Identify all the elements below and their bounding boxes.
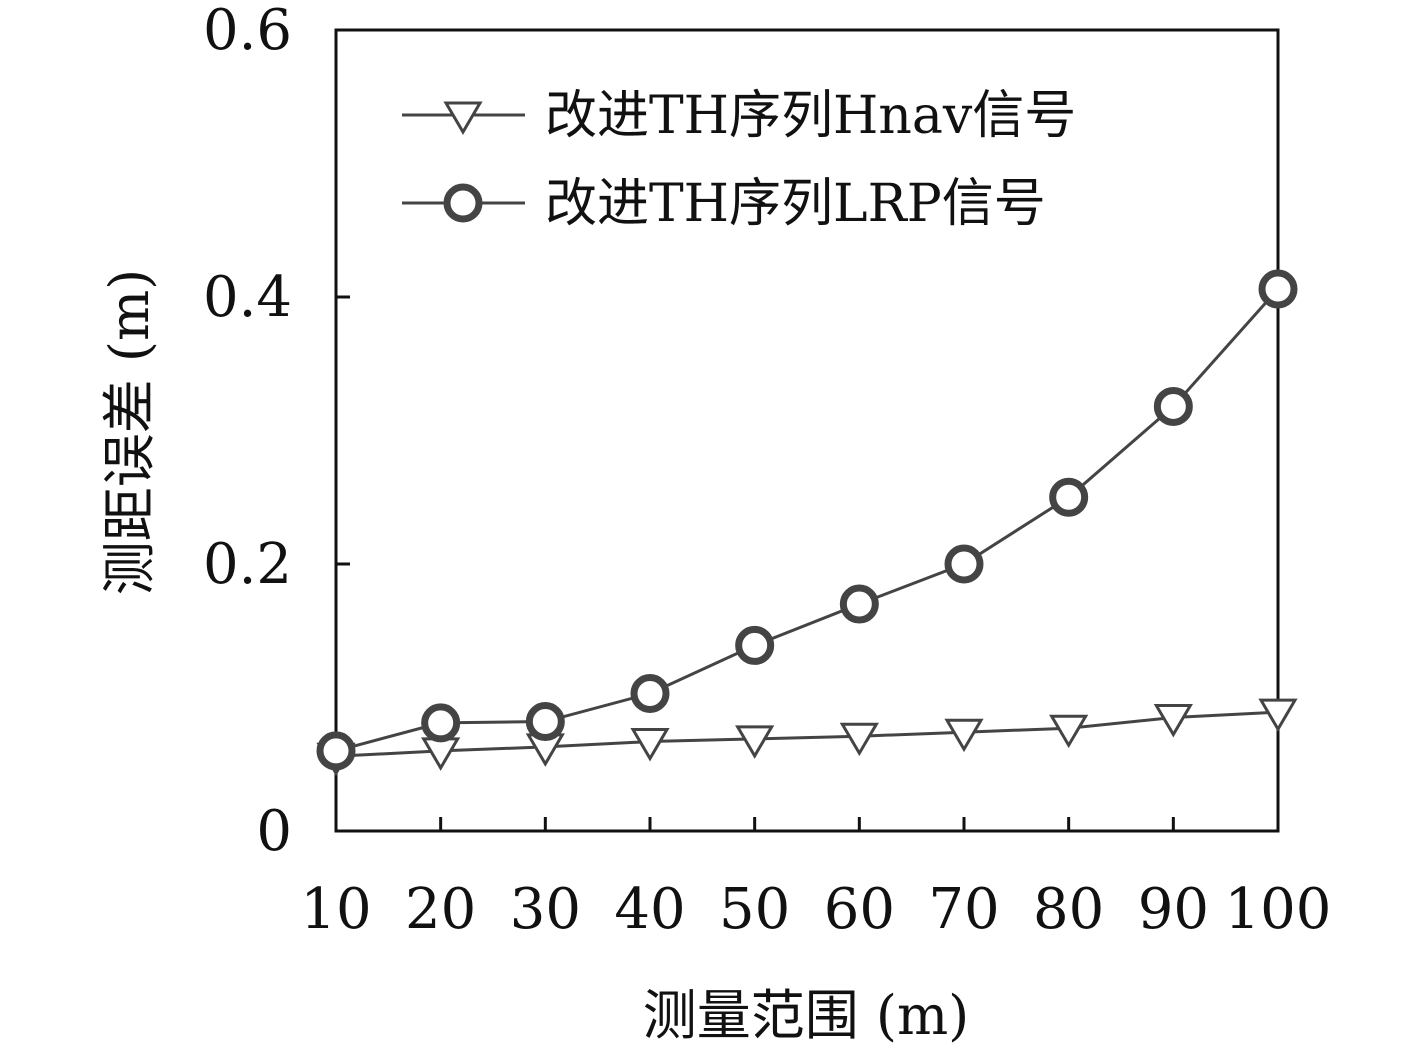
circle-marker bbox=[735, 625, 775, 665]
plot-area-border bbox=[334, 28, 1280, 833]
x-axis-title: 测量范围 (m) bbox=[643, 984, 970, 1047]
triangle-marker bbox=[839, 722, 879, 757]
y-tick-label: 0.2 bbox=[203, 532, 292, 597]
circle-marker bbox=[1258, 269, 1298, 309]
circle-marker bbox=[839, 584, 879, 624]
x-tick-label: 30 bbox=[510, 877, 581, 942]
legend-label: 改进TH序列LRP信号 bbox=[545, 174, 1046, 234]
circle-marker bbox=[944, 544, 984, 584]
y-tick-label: 0.4 bbox=[203, 265, 292, 330]
series-1 bbox=[316, 698, 1298, 777]
x-tick-label: 70 bbox=[928, 877, 999, 942]
x-tick-label: 100 bbox=[1225, 877, 1332, 942]
x-tick-label: 20 bbox=[405, 877, 476, 942]
x-tick-label: 80 bbox=[1033, 877, 1104, 942]
triangle-marker bbox=[1153, 704, 1193, 738]
y-axis: 0 0.2 0.4 0.6 bbox=[203, 0, 350, 864]
triangle-marker bbox=[1049, 714, 1089, 749]
x-tick-label: 10 bbox=[300, 877, 371, 942]
circle-marker bbox=[316, 731, 356, 771]
series-line bbox=[335, 710, 1279, 758]
circle-marker bbox=[421, 703, 461, 743]
legend-triangle-marker bbox=[443, 101, 483, 135]
triangle-marker bbox=[421, 737, 461, 771]
circle-marker bbox=[630, 673, 670, 713]
y-axis-title: 测距误差 (m) bbox=[98, 269, 161, 596]
legend-circle-marker bbox=[443, 183, 483, 223]
x-tick-label: 50 bbox=[719, 877, 790, 942]
triangle-marker bbox=[944, 718, 984, 753]
legend-entry: 改进TH序列LRP信号 bbox=[402, 174, 1046, 234]
series-2 bbox=[316, 269, 1298, 771]
triangle-marker bbox=[735, 725, 775, 759]
circle-marker bbox=[525, 702, 565, 742]
plot-frame bbox=[334, 28, 1280, 833]
series-line bbox=[335, 287, 1280, 753]
x-tick-label: 90 bbox=[1138, 877, 1209, 942]
y-tick-label: 0 bbox=[256, 799, 292, 864]
triangle-marker bbox=[1258, 698, 1298, 733]
legend-label: 改进TH序列Hnav信号 bbox=[545, 86, 1076, 146]
circle-marker bbox=[1153, 386, 1193, 426]
x-axis: 10 20 30 40 50 60 70 80 90 100 bbox=[300, 817, 1331, 942]
legend-entry: 改进TH序列Hnav信号 bbox=[402, 86, 1076, 146]
triangle-marker bbox=[630, 728, 670, 762]
x-tick-label: 40 bbox=[614, 877, 685, 942]
y-tick-label: 0.6 bbox=[203, 0, 292, 63]
circle-marker bbox=[1049, 477, 1089, 517]
x-tick-label: 60 bbox=[824, 877, 895, 942]
series-group bbox=[316, 269, 1298, 777]
